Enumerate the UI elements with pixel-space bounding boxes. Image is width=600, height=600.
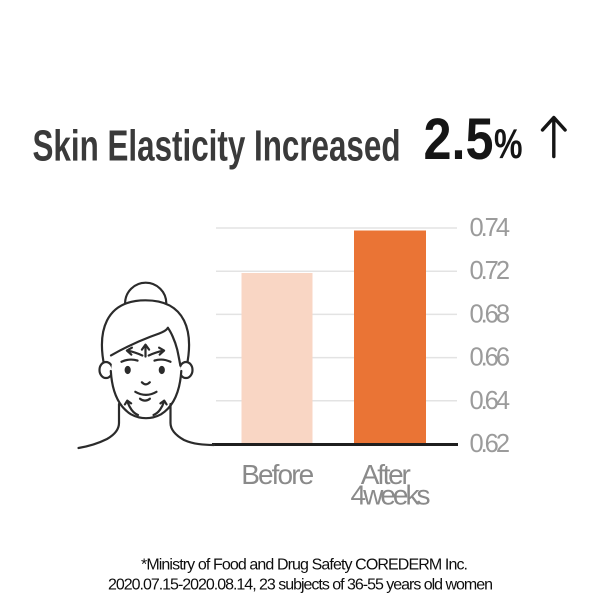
svg-text:0.68: 0.68 <box>470 300 511 328</box>
svg-text:Skin Elasticity Increased: Skin Elasticity Increased <box>33 123 401 171</box>
svg-text:2020.07.15-2020.08.14, 23 subj: 2020.07.15-2020.08.14, 23 subjects of 36… <box>108 577 493 594</box>
svg-text:0.74: 0.74 <box>470 214 511 242</box>
svg-text:%: % <box>494 120 523 167</box>
svg-text:4weeks: 4weeks <box>351 480 431 511</box>
svg-text:After: After <box>361 459 411 490</box>
svg-text:0.66: 0.66 <box>470 344 511 372</box>
svg-text:*Ministry of Food and Drug Saf: *Ministry of Food and Drug Safety COREDE… <box>141 557 468 574</box>
svg-text:0.64: 0.64 <box>470 387 511 415</box>
svg-text:Before: Before <box>241 459 314 490</box>
svg-text:2.5: 2.5 <box>424 107 494 172</box>
svg-text:0.72: 0.72 <box>470 257 511 285</box>
svg-text:0.62: 0.62 <box>470 430 511 458</box>
